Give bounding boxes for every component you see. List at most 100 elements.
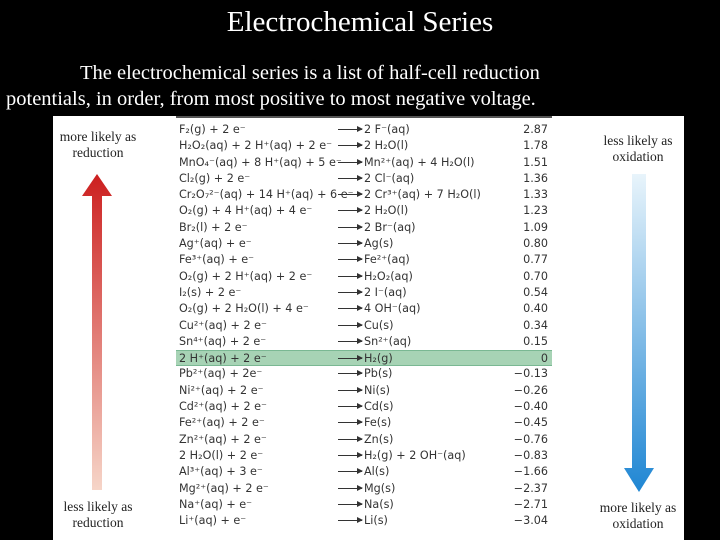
reduction-potential-value: 0.15 (523, 334, 548, 348)
reduction-potential-value: 0.34 (523, 318, 548, 332)
intro-text: The electrochemical series is a list of … (6, 60, 706, 112)
reduction-potential-value: −0.76 (513, 432, 548, 446)
half-reaction-reactants: F₂(g) + 2 e⁻ (179, 123, 246, 136)
half-reaction-products: 2 F⁻(aq) (364, 123, 410, 136)
reduction-potential-value: 0.77 (523, 253, 548, 267)
reaction-arrow-icon (338, 256, 363, 263)
reduction-potential-table: F₂(g) + 2 e⁻ 2 F⁻(aq) 2.87 H₂O₂(aq) + 2 H⁺(… (176, 122, 552, 529)
reduction-potential-value: 0.70 (523, 269, 548, 283)
table-row: O₂(g) + 2 H⁺(aq) + 2 e⁻ H₂O₂(aq) 0.70 (176, 269, 552, 285)
half-reaction-reactants: Cl₂(g) + 2 e⁻ (179, 171, 251, 185)
reduction-potential-value: 1.09 (523, 220, 548, 234)
reduction-potential-value: 0 (540, 352, 548, 366)
reaction-arrow-icon (338, 207, 363, 214)
intro-line-2: potentials, in order, from most positive… (6, 88, 536, 110)
half-reaction-products: Ag(s) (364, 237, 394, 251)
reduction-potential-value: −0.26 (513, 383, 548, 397)
half-reaction-products: Li(s) (364, 514, 388, 528)
half-reaction-reactants: I₂(s) + 2 e⁻ (179, 285, 242, 299)
reduction-potential-value: −0.45 (513, 416, 548, 430)
half-reaction-products: Sn²⁺(aq) (364, 334, 412, 348)
table-row: Al³⁺(aq) + 3 e⁻ Al(s) −1.66 (176, 464, 552, 480)
reduction-potential-value: −2.71 (513, 497, 548, 511)
reduction-potential-value: −0.40 (513, 400, 548, 414)
label-less-likely-reduction: less likely as reduction (63, 499, 133, 530)
half-reaction-reactants: 2 H₂O(l) + 2 e⁻ (179, 448, 264, 462)
half-reaction-reactants: Ni²⁺(aq) + 2 e⁻ (179, 383, 264, 397)
label-less-likely-oxidation: less likely as oxidation (603, 133, 673, 164)
reduction-potential-value: 1.51 (523, 155, 548, 169)
reduction-potential-value: 1.23 (523, 204, 548, 218)
table-row: Li⁺(aq) + e⁻ Li(s) −3.04 (176, 513, 552, 529)
reduction-potential-value: −0.13 (513, 367, 548, 381)
table-row: Pb²⁺(aq) + 2e⁻ Pb(s) −0.13 (176, 366, 552, 382)
reaction-arrow-icon (338, 126, 363, 132)
table-row: Ni²⁺(aq) + 2 e⁻ Ni(s) −0.26 (176, 383, 552, 399)
half-reaction-reactants: O₂(g) + 2 H₂O(l) + 4 e⁻ (179, 302, 309, 316)
reaction-arrow-icon (338, 142, 363, 149)
reaction-arrow-icon (338, 403, 363, 410)
reaction-arrow-icon (338, 386, 363, 393)
half-reaction-products: Ni(s) (364, 383, 391, 397)
table-row: O₂(g) + 2 H₂O(l) + 4 e⁻ 4 OH⁻(aq) 0.40 (176, 301, 552, 317)
table-row: O₂(g) + 4 H⁺(aq) + 4 e⁻ 2 H₂O(l) 1.23 (176, 203, 552, 219)
half-reaction-products: Al(s) (364, 465, 390, 479)
slide-title: Electrochemical Series (226, 6, 494, 38)
reaction-arrow-icon (338, 451, 363, 458)
half-reaction-products: Zn(s) (364, 432, 394, 446)
reaction-arrow-icon (338, 435, 363, 442)
table-row: 2 H₂O(l) + 2 e⁻ H₂(g) + 2 OH⁻(aq) −0.83 (176, 448, 552, 464)
half-reaction-reactants: Na⁺(aq) + e⁻ (179, 497, 253, 511)
table-row: MnO₄⁻(aq) + 8 H⁺(aq) + 5 e⁻ Mn²⁺(aq) + 4 … (176, 155, 552, 171)
reaction-arrow-icon (338, 500, 363, 507)
half-reaction-products: Pb(s) (364, 367, 393, 381)
half-reaction-reactants: O₂(g) + 2 H⁺(aq) + 2 e⁻ (179, 269, 313, 283)
table-row: Fe²⁺(aq) + 2 e⁻ Fe(s) −0.45 (176, 415, 552, 431)
table-row: Cr₂O₇²⁻(aq) + 14 H⁺(aq) + 6 e⁻ 2 Cr³⁺(aq)… (176, 187, 552, 203)
reduction-potential-value: −3.04 (513, 514, 548, 528)
half-reaction-reactants: Al³⁺(aq) + 3 e⁻ (179, 465, 263, 479)
reduction-potential-value: −0.83 (513, 448, 548, 462)
half-reaction-products: Fe(s) (364, 416, 392, 430)
half-reaction-reactants: Mg²⁺(aq) + 2 e⁻ (179, 481, 269, 495)
table-row: Cd²⁺(aq) + 2 e⁻ Cd(s) −0.40 (176, 399, 552, 415)
half-reaction-reactants: Cu²⁺(aq) + 2 e⁻ (179, 318, 267, 332)
half-reaction-products: 2 Cr³⁺(aq) + 7 H₂O(l) (364, 188, 481, 202)
half-reaction-products: 2 H₂O(l) (364, 204, 409, 218)
reduction-potential-value: −1.66 (513, 465, 548, 479)
table-row: H₂O₂(aq) + 2 H⁺(aq) + 2 e⁻ 2 H₂O(l) 1.78 (176, 138, 552, 154)
reaction-arrow-icon (338, 158, 363, 165)
half-reaction-products: 4 OH⁻(aq) (364, 302, 421, 316)
half-reaction-products: 2 H₂O(l) (364, 139, 409, 153)
half-reaction-products: H₂(g) + 2 OH⁻(aq) (364, 448, 466, 462)
table-row: Ag⁺(aq) + e⁻ Ag(s) 0.80 (176, 236, 552, 252)
reaction-arrow-icon (338, 337, 363, 344)
label-more-likely-oxidation: more likely as oxidation (599, 500, 677, 531)
reduction-potential-value: 0.54 (523, 285, 548, 299)
table-row: Br₂(l) + 2 e⁻ 2 Br⁻(aq) 1.09 (176, 220, 552, 236)
reaction-arrow-icon (338, 223, 363, 230)
reaction-arrow-icon (338, 191, 363, 198)
half-reaction-products: Fe²⁺(aq) (364, 253, 410, 267)
reaction-arrow-icon (338, 321, 363, 328)
half-reaction-reactants: 2 H⁺(aq) + 2 e⁻ (179, 352, 267, 366)
half-reaction-reactants: Cd²⁺(aq) + 2 e⁻ (179, 400, 267, 414)
half-reaction-products: H₂(g) (364, 352, 393, 366)
half-reaction-products: 2 Br⁻(aq) (364, 220, 416, 234)
table-row: Cl₂(g) + 2 e⁻ 2 Cl⁻(aq) 1.36 (176, 171, 552, 187)
reaction-arrow-icon (338, 468, 363, 475)
half-reaction-reactants: Sn⁴⁺(aq) + 2 e⁻ (179, 334, 267, 348)
reaction-arrow-icon (338, 419, 363, 426)
half-reaction-reactants: Pb²⁺(aq) + 2e⁻ (179, 367, 263, 381)
half-reaction-reactants: Cr₂O₇²⁻(aq) + 14 H⁺(aq) + 6 e⁻ (179, 188, 354, 202)
reaction-arrow-icon (338, 484, 363, 491)
half-reaction-products: Mg(s) (364, 481, 396, 495)
reaction-arrow-icon (338, 174, 363, 181)
series-panel (53, 116, 684, 540)
half-reaction-reactants: Fe³⁺(aq) + e⁻ (179, 253, 255, 267)
reduction-potential-value: 0.40 (523, 302, 548, 316)
table-row: Fe³⁺(aq) + e⁻ Fe²⁺(aq) 0.77 (176, 252, 552, 268)
reaction-arrow-icon (338, 272, 363, 279)
oxidation-arrow-icon (624, 174, 654, 492)
reaction-arrow-icon (338, 355, 363, 362)
